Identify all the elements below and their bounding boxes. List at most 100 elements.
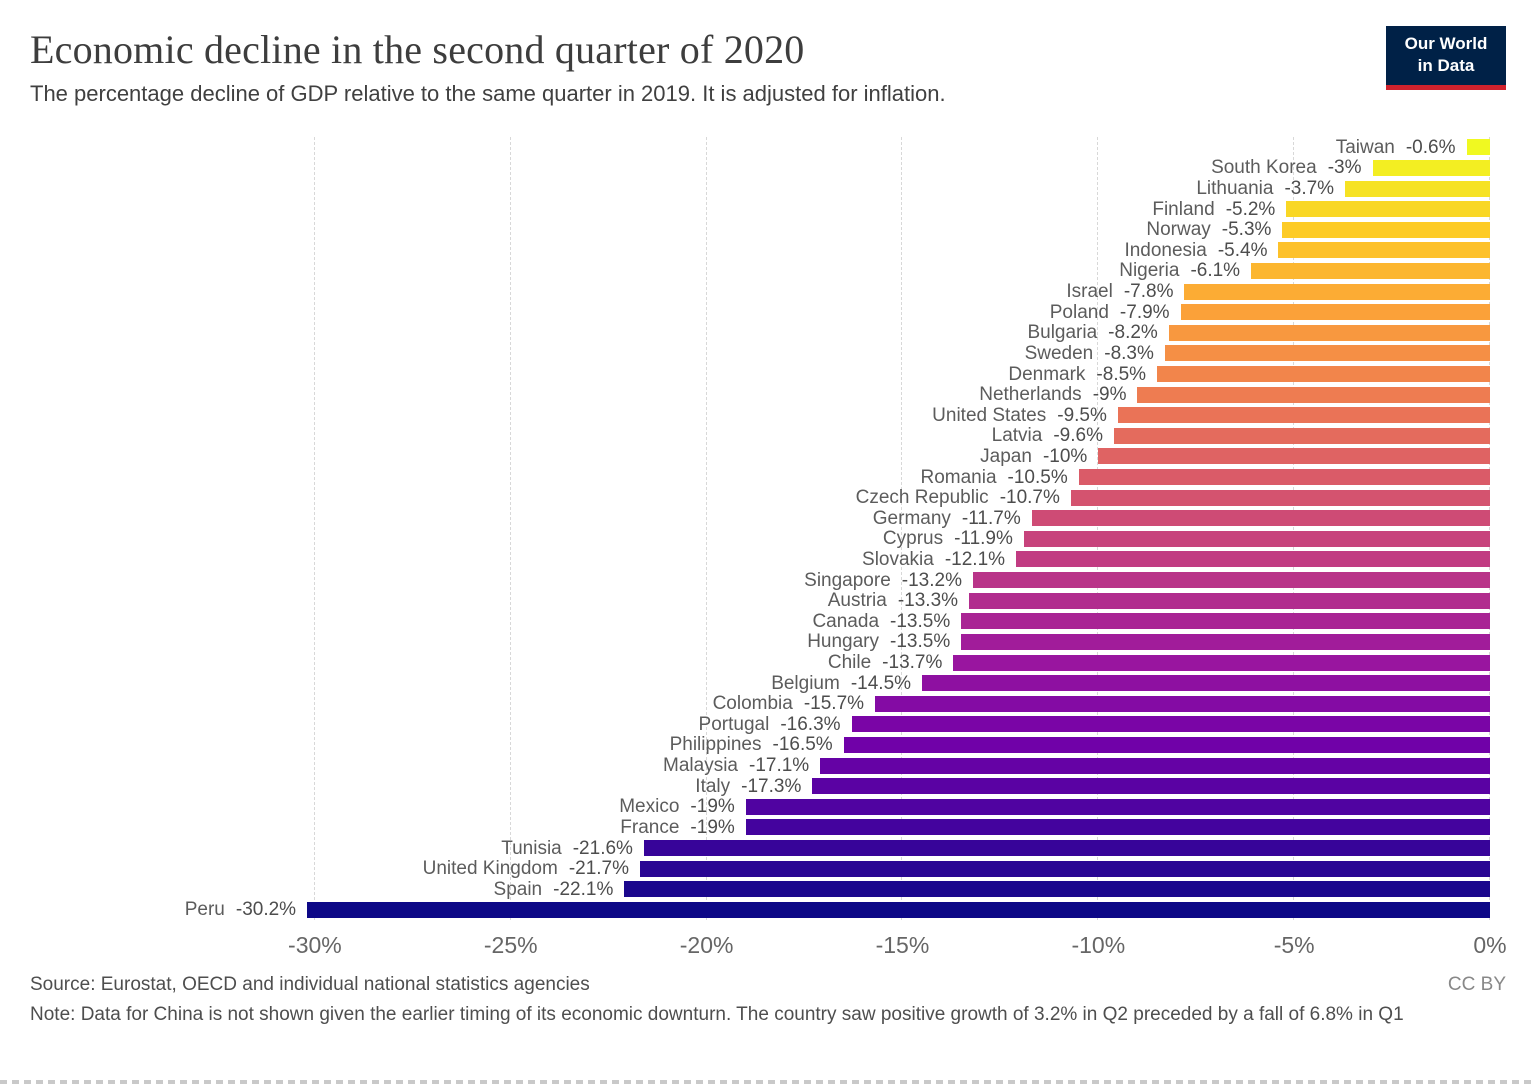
bar-row[interactable]: Sweden -8.3%	[30, 343, 1490, 364]
bar-country-label: Austria	[827, 590, 887, 612]
bar[interactable]	[851, 716, 1490, 733]
bar[interactable]	[1113, 427, 1490, 444]
bar-value-label: -6.1%	[1190, 260, 1241, 282]
bar-row[interactable]: Romania -10.5%	[30, 467, 1490, 488]
bar-row[interactable]: Tunisia -21.6%	[30, 838, 1490, 859]
bar-row[interactable]: Bulgaria -8.2%	[30, 322, 1490, 343]
bar-country-label: Mexico	[619, 796, 680, 818]
bar[interactable]	[1098, 448, 1490, 465]
bar-row[interactable]: South Korea -3%	[30, 158, 1490, 179]
bar[interactable]	[875, 695, 1490, 712]
bar[interactable]	[1070, 489, 1490, 506]
bar-row[interactable]: Singapore -13.2%	[30, 570, 1490, 591]
bar-row[interactable]: Finland -5.2%	[30, 199, 1490, 220]
bar-row[interactable]: Japan -10%	[30, 446, 1490, 467]
bar[interactable]	[1286, 201, 1490, 218]
bar[interactable]	[1137, 386, 1490, 403]
bar-row[interactable]: Hungary -13.5%	[30, 632, 1490, 653]
bar-country-label: Slovakia	[862, 548, 934, 570]
bar-value-label: -22.1%	[553, 878, 614, 900]
bar-row[interactable]: Germany -11.7%	[30, 508, 1490, 529]
bar-row[interactable]: Belgium -14.5%	[30, 673, 1490, 694]
bar-row[interactable]: Latvia -9.6%	[30, 426, 1490, 447]
bar-row[interactable]: Cyprus -11.9%	[30, 529, 1490, 550]
bar-value-label: -15.7%	[803, 693, 865, 715]
bar-row[interactable]: Colombia -15.7%	[30, 693, 1490, 714]
bar-row[interactable]: Spain -22.1%	[30, 879, 1490, 900]
bar[interactable]	[1251, 262, 1490, 279]
bar[interactable]	[820, 757, 1490, 774]
bar-row[interactable]: United States -9.5%	[30, 405, 1490, 426]
bar[interactable]	[1078, 469, 1490, 486]
bar-value-label: -13.2%	[901, 569, 962, 591]
bar-row[interactable]: Philippines -16.5%	[30, 735, 1490, 756]
bar[interactable]	[1345, 180, 1490, 197]
bar-row[interactable]: Czech Republic -10.7%	[30, 487, 1490, 508]
bar-row[interactable]: Portugal -16.3%	[30, 714, 1490, 735]
bar-row[interactable]: Chile -13.7%	[30, 652, 1490, 673]
gridlines	[30, 137, 1490, 920]
bar-row[interactable]: Indonesia -5.4%	[30, 240, 1490, 261]
bar[interactable]	[969, 592, 1490, 609]
bar[interactable]	[1180, 304, 1490, 321]
bar[interactable]	[1016, 551, 1490, 568]
bar-row[interactable]: Italy -17.3%	[30, 776, 1490, 797]
bar[interactable]	[972, 572, 1490, 589]
bar-row[interactable]: Lithuania -3.7%	[30, 178, 1490, 199]
bar-row[interactable]: Taiwan -0.6%	[30, 137, 1490, 158]
bar-row[interactable]: Netherlands -9%	[30, 384, 1490, 405]
bar-row[interactable]: Nigeria -6.1%	[30, 261, 1490, 282]
bar-row[interactable]: Canada -13.5%	[30, 611, 1490, 632]
bar[interactable]	[812, 778, 1490, 795]
bar[interactable]	[922, 675, 1490, 692]
bar-row[interactable]: Austria -13.3%	[30, 590, 1490, 611]
bar-country-label: Finland	[1152, 198, 1215, 220]
bar-row[interactable]: Malaysia -17.1%	[30, 755, 1490, 776]
bar[interactable]	[843, 736, 1490, 753]
bar-value-label: -13.5%	[890, 631, 951, 653]
bar[interactable]	[1278, 242, 1490, 259]
bar[interactable]	[1466, 139, 1490, 156]
bar[interactable]	[961, 613, 1490, 630]
bar[interactable]	[1168, 324, 1490, 341]
bar[interactable]	[745, 798, 1490, 815]
bar[interactable]	[624, 881, 1490, 898]
bar-value-label: -10.5%	[1007, 466, 1068, 488]
bar-country-label: United Kingdom	[422, 858, 558, 880]
bar[interactable]	[961, 633, 1490, 650]
bar-row[interactable]: Israel -7.8%	[30, 281, 1490, 302]
bar-row[interactable]: Denmark -8.5%	[30, 364, 1490, 385]
bar[interactable]	[745, 819, 1490, 836]
bar[interactable]	[1023, 530, 1490, 547]
bar-row[interactable]: France -19%	[30, 817, 1490, 838]
x-tick-label: -5%	[1273, 932, 1315, 958]
bar-value-label: -16.5%	[772, 734, 833, 756]
bar[interactable]	[1117, 407, 1490, 424]
bar-row[interactable]: Slovakia -12.1%	[30, 549, 1490, 570]
gridline	[1293, 137, 1295, 920]
bar[interactable]	[1282, 221, 1490, 238]
bar-row[interactable]: Mexico -19%	[30, 797, 1490, 818]
bar[interactable]	[643, 840, 1490, 857]
bar[interactable]	[1164, 345, 1490, 362]
bar-value-label: -5.4%	[1217, 239, 1268, 261]
bar[interactable]	[640, 860, 1490, 877]
owid-logo[interactable]: Our World in Data	[1386, 26, 1506, 91]
license-link[interactable]: CC BY	[1447, 974, 1506, 995]
owid-logo-line2: in Data	[1417, 56, 1475, 76]
bar-country-label: France	[620, 816, 680, 838]
bar[interactable]	[307, 901, 1490, 918]
bar[interactable]	[1031, 510, 1490, 527]
bar[interactable]	[1184, 283, 1490, 300]
bar-row[interactable]: Norway -5.3%	[30, 219, 1490, 240]
bar-country-label: Israel	[1066, 281, 1113, 303]
bar-country-label: Netherlands	[979, 384, 1082, 406]
bar-row[interactable]: Poland -7.9%	[30, 302, 1490, 323]
bar[interactable]	[953, 654, 1490, 671]
bar-row[interactable]: United Kingdom -21.7%	[30, 858, 1490, 879]
bar-row[interactable]: Peru -30.2%	[30, 900, 1490, 921]
bar[interactable]	[1372, 159, 1490, 176]
gridline	[705, 137, 707, 920]
bar[interactable]	[1157, 366, 1490, 382]
bar-value-label: -21.7%	[568, 858, 630, 880]
